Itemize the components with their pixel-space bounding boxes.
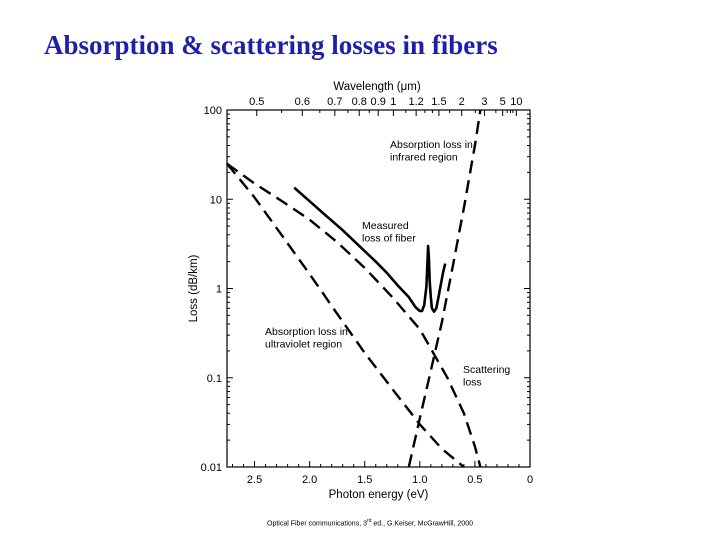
scattering-loss-curve <box>226 162 482 468</box>
wavelength-tick-label: 10 <box>510 96 522 108</box>
annotation-scatter: Scattering <box>463 364 510 376</box>
plot-frame <box>226 109 531 468</box>
source-superscript: rd <box>366 518 372 524</box>
x-tick-label: 1.0 <box>412 474 427 486</box>
wavelength-tick-label: 0.5 <box>249 96 264 108</box>
y-axis-title: Loss (dB/km) <box>188 254 200 322</box>
annotation-uv: Absorption loss in <box>265 326 348 338</box>
source-caption: Optical Fiber communications, 3rd ed., G… <box>0 518 720 527</box>
uv-absorption-curve <box>226 162 465 468</box>
annotation-ir: Absorption loss in <box>390 139 473 151</box>
measured-loss-curve <box>293 186 447 313</box>
x-tick-label: 2.5 <box>247 474 262 486</box>
wavelength-tick-label: 0.9 <box>371 96 386 108</box>
wavelength-tick-label: 1 <box>390 96 396 108</box>
wavelength-tick-label: 3 <box>481 96 487 108</box>
x-tick-label: 0.5 <box>467 474 482 486</box>
y-tick-label: 100 <box>204 105 222 117</box>
wavelength-tick-label: 1.5 <box>431 96 446 108</box>
ir-absorption-curve <box>407 109 482 468</box>
x-tick-label: 2.0 <box>302 474 317 486</box>
wavelength-tick-label: 0.6 <box>295 96 310 108</box>
y-tick-label: 0.1 <box>207 373 222 385</box>
annotation-scatter: loss <box>463 377 482 389</box>
x-tick-label: 1.5 <box>357 474 372 486</box>
source-text-rest: ed., G.Keiser, McGrawHill, 2000 <box>371 520 473 528</box>
annotation-ir: infrared region <box>390 152 458 164</box>
annotation-uv: ultraviolet region <box>265 339 342 351</box>
source-text: Optical Fiber communications, 3 <box>267 520 367 528</box>
y-tick-label: 10 <box>210 194 222 206</box>
wavelength-tick-label: 0.7 <box>327 96 342 108</box>
wavelength-tick-label: 1.2 <box>408 96 423 108</box>
annotation-measured: loss of fiber <box>362 233 416 245</box>
annotation-measured: Measured <box>362 220 409 232</box>
x-tick-label: 0 <box>527 474 533 486</box>
wavelength-tick-label: 0.8 <box>352 96 367 108</box>
y-tick-label: 0.01 <box>201 462 222 474</box>
x-axis-title: Photon energy (eV) <box>329 489 429 501</box>
slide-title: Absorption & scattering losses in fibers <box>44 30 498 60</box>
y-tick-label: 1 <box>216 284 222 296</box>
top-axis-title: Wavelength (μm) <box>333 81 421 93</box>
wavelength-tick-label: 5 <box>500 96 506 108</box>
wavelength-tick-label: 2 <box>459 96 465 108</box>
